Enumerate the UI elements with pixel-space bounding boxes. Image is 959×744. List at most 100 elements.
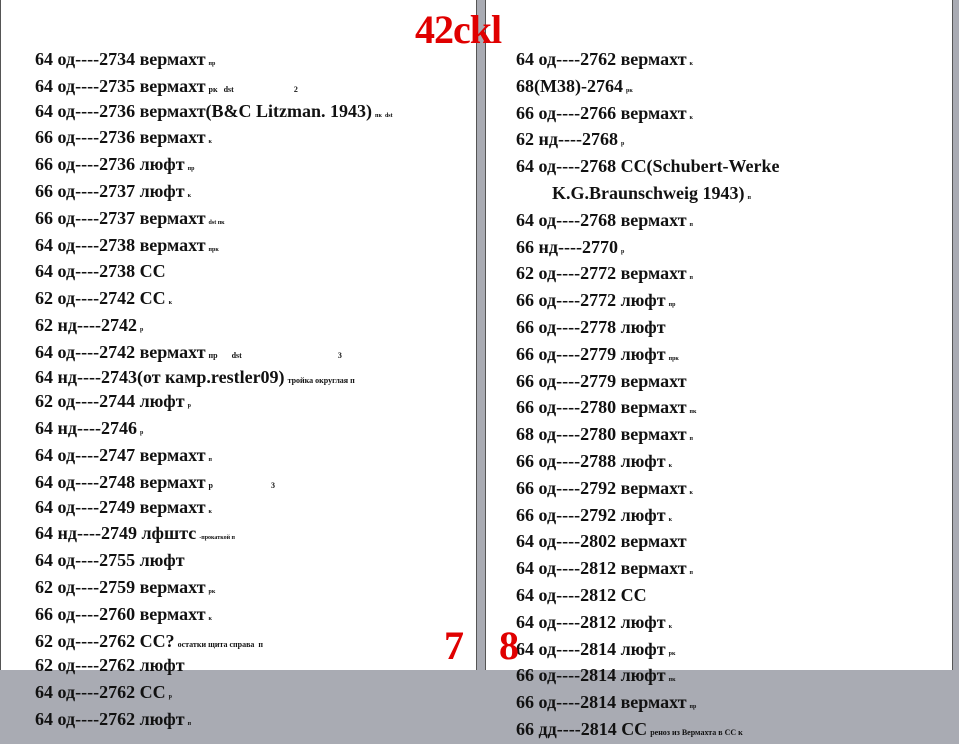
text-line: 66 од----2779 вермахт <box>516 371 783 398</box>
text-line: 68(M38)-2764 рк <box>516 76 783 103</box>
text-line: 64 од----2802 вермахт <box>516 531 783 558</box>
text-line: 64 од----2738 вермахт прк <box>35 235 393 262</box>
line-text: 66 од----2780 вермахт <box>516 397 687 418</box>
text-line: 66 од----2780 вермахт пк <box>516 397 783 424</box>
line-text: 64 нд----2743(от камр.restler09) <box>35 366 285 387</box>
text-line: 64 нд----2743(от камр.restler09) тройка о… <box>35 367 393 392</box>
line-text: 66 од----2788 люфт <box>516 450 666 471</box>
text-line: 62 од----2772 вермахт п <box>516 263 783 290</box>
line-text: 66 нд----2770 <box>516 236 618 257</box>
line-text: 66 од----2736 вермахт <box>35 127 206 148</box>
text-line: 64 од----2814 люфт рк <box>516 639 783 666</box>
line-annotation: к <box>668 623 673 630</box>
line-annotation: п <box>689 570 694 577</box>
line-text: 68 од----2780 вермахт <box>516 424 687 445</box>
line-annotation: к <box>187 192 192 199</box>
line-text: 66 од----2814 вермахт <box>516 692 687 713</box>
text-line: 64 од----2738 СС <box>35 261 393 288</box>
text-line: 62 од----2744 люфт р <box>35 391 393 418</box>
line-annotation: рк <box>625 87 633 94</box>
line-text: 64 од----2734 вермахт <box>35 49 206 69</box>
line-annotation: пр <box>208 61 216 67</box>
text-line: 64 од----2734 вермахт пр <box>35 49 393 76</box>
line-annotation: р <box>620 141 625 148</box>
text-line: 66 од----2736 вермахт к <box>35 127 393 154</box>
text-line: 64 од----2742 вермахт пр dst 3 <box>35 342 393 367</box>
text-line: 66 од----2788 люфт к <box>516 451 783 478</box>
text-line: 66 нд----2770 р <box>516 237 783 264</box>
line-text: 66 од----2779 люфт <box>516 343 666 364</box>
line-annotation: р <box>620 248 625 255</box>
line-annotation: пр <box>668 302 676 309</box>
line-annotation: к <box>668 516 673 523</box>
line-annotation: реноз из Вермахта в СС к <box>650 727 743 737</box>
text-line: 64 од----2812 СС <box>516 585 783 612</box>
text-line: 66 од----2814 люфт пк <box>516 665 783 692</box>
text-line: 64 од----2812 вермахт п <box>516 558 783 585</box>
text-line: 64 нд----2746 р <box>35 418 393 445</box>
text-line: 64 од----2762 СС р <box>35 682 393 709</box>
line-text: 64 од----2748 вермахт <box>35 471 206 492</box>
line-text: 62 од----2759 вермахт <box>35 576 206 597</box>
text-line: 64 од----2812 люфт к <box>516 612 783 639</box>
line-text: 62 нд----2742 <box>35 314 137 335</box>
line-text: 62 нд----2768 <box>516 129 618 150</box>
left-page-number: 7 <box>444 623 464 668</box>
line-text: 66 од----2779 вермахт <box>516 370 687 391</box>
line-annotation: прк <box>208 246 219 253</box>
line-text: 62 од----2762 СС? <box>35 630 175 651</box>
line-annotation: прк <box>668 355 679 362</box>
line-text: 64 од----2747 вермахт <box>35 444 206 465</box>
line-text: 62 од----2772 вермахт <box>516 263 687 284</box>
line-annotation: р <box>139 326 144 333</box>
line-annotation: -прокаткой п <box>199 535 236 542</box>
line-text: 64 нд----2746 <box>35 418 137 439</box>
right-page: 64 од----2762 вермахт к 68(M38)-2764 рк 66 о… <box>485 0 953 739</box>
line-annotation: рк <box>208 588 216 595</box>
line-annotation: п <box>689 275 694 282</box>
text-line: K.G.Braunschweig 1943) п <box>516 183 783 210</box>
line-text: 64 од----2736 вермахт(B&C Litzman. 1943) <box>35 100 373 121</box>
line-text: 64 од----2802 вермахт <box>516 531 687 552</box>
line-text: 64 од----2742 вермахт <box>35 341 206 362</box>
line-annotation: тройка округлая п <box>287 375 355 385</box>
line-text: 64 од----2812 СС <box>516 584 647 605</box>
line-text: 64 нд----2749 лфштс <box>35 523 197 544</box>
text-line: 66 дд----2814 СС реноз из Вермахта в СС к <box>516 719 783 744</box>
text-line: 62 од----2762 люфт <box>35 655 393 682</box>
line-text: 68(M38)-2764 <box>516 75 623 96</box>
text-line: 64 од----2735 вермахт рк dst 2 <box>35 76 393 101</box>
text-line: 64 од----2736 вермахт(B&C Litzman. 1943)… <box>35 101 393 128</box>
line-annotation: рк dst 2 <box>208 84 298 94</box>
line-text: 64 од----2762 люфт <box>35 708 185 729</box>
line-annotation: пк <box>689 409 697 416</box>
line-text: 66 од----2736 люфт <box>35 154 185 175</box>
line-annotation: пк dst <box>375 112 393 119</box>
text-line: 64 од----2749 вермахт к <box>35 497 393 524</box>
left-page-lines: 64 од----2734 вермахт пр 64 од----2735 вер… <box>35 49 393 736</box>
text-line: 66 од----2737 вермахт dst пк <box>35 208 393 235</box>
line-text: 66 од----2778 люфт <box>516 316 666 337</box>
line-annotation: к <box>689 61 694 67</box>
line-text: 66 од----2737 люфт <box>35 180 185 201</box>
line-annotation: п <box>208 456 213 463</box>
line-text: 64 од----2762 вермахт <box>516 49 687 69</box>
line-text: 64 од----2812 люфт <box>516 611 666 632</box>
right-page-number: 8 <box>499 623 519 668</box>
document-title: 42ckl <box>415 7 502 52</box>
text-line: 66 од----2772 люфт пр <box>516 290 783 317</box>
text-line: 66 од----2792 вермахт к <box>516 478 783 505</box>
line-annotation: рк <box>668 650 676 657</box>
line-annotation: пр <box>689 704 697 711</box>
line-text: 66 од----2792 люфт <box>516 504 666 525</box>
text-line: 62 од----2759 вермахт рк <box>35 577 393 604</box>
line-text: 64 од----2762 СС <box>35 682 166 703</box>
line-annotation: dst пк <box>208 219 225 226</box>
line-annotation: п <box>689 436 694 443</box>
line-text: 64 од----2749 вермахт <box>35 496 206 517</box>
line-text: 66 од----2772 люфт <box>516 290 666 311</box>
text-line: 62 нд----2768 р <box>516 129 783 156</box>
line-text: 64 од----2738 вермахт <box>35 234 206 255</box>
line-text: 62 од----2742 СС <box>35 288 166 309</box>
text-line: 66 од----2760 вермахт к <box>35 604 393 631</box>
